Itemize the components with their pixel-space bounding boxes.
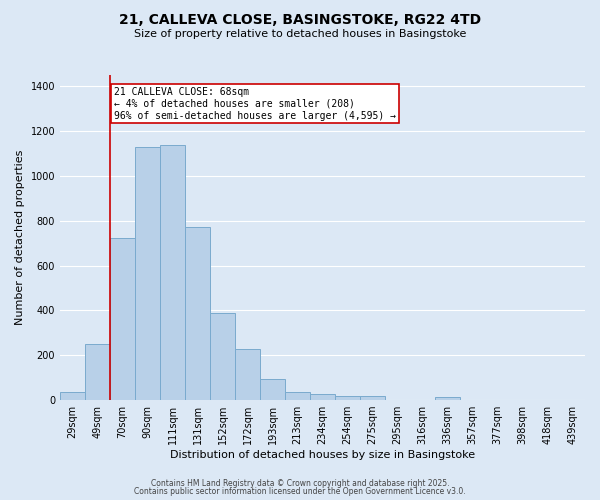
Bar	[135, 146, 160, 400]
Bar	[310, 394, 335, 400]
Text: Size of property relative to detached houses in Basingstoke: Size of property relative to detached ho…	[134, 29, 466, 39]
Text: Contains HM Land Registry data © Crown copyright and database right 2025.: Contains HM Land Registry data © Crown c…	[151, 478, 449, 488]
Bar	[110, 238, 135, 400]
Y-axis label: Number of detached properties: Number of detached properties	[15, 150, 25, 325]
Bar	[85, 344, 110, 400]
Bar	[160, 144, 185, 400]
Bar	[260, 380, 285, 400]
Bar	[235, 349, 260, 400]
Bar	[185, 228, 210, 400]
Text: 21 CALLEVA CLOSE: 68sqm
← 4% of detached houses are smaller (208)
96% of semi-de: 21 CALLEVA CLOSE: 68sqm ← 4% of detached…	[114, 88, 396, 120]
Bar	[435, 398, 460, 400]
Text: Contains public sector information licensed under the Open Government Licence v3: Contains public sector information licen…	[134, 487, 466, 496]
Text: 21, CALLEVA CLOSE, BASINGSTOKE, RG22 4TD: 21, CALLEVA CLOSE, BASINGSTOKE, RG22 4TD	[119, 12, 481, 26]
X-axis label: Distribution of detached houses by size in Basingstoke: Distribution of detached houses by size …	[170, 450, 475, 460]
Bar	[360, 396, 385, 400]
Bar	[335, 396, 360, 400]
Bar	[60, 392, 85, 400]
Bar	[210, 312, 235, 400]
Bar	[285, 392, 310, 400]
